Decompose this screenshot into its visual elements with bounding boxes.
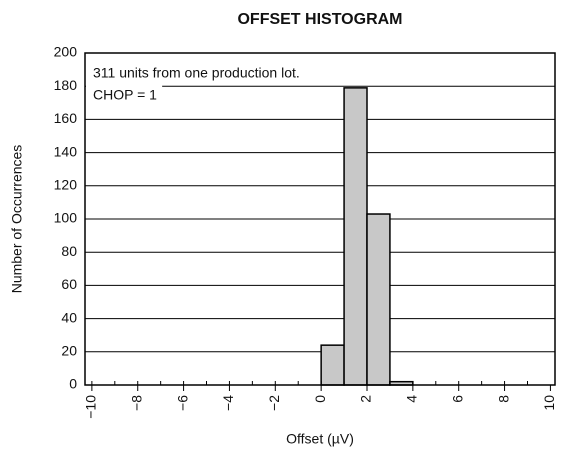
x-tick-label: 8 [495, 395, 511, 403]
annotation: 311 units from one production lot. [93, 65, 300, 81]
y-tick-label: 180 [54, 77, 78, 93]
y-tick-label: 100 [54, 210, 78, 226]
x-tick-label: −8 [128, 395, 144, 411]
y-tick-label: 80 [61, 243, 77, 259]
y-tick-label: 160 [54, 110, 78, 126]
x-tick-label: −4 [220, 395, 236, 411]
x-axis-label: Offset (µV) [286, 431, 354, 447]
y-tick-label: 40 [61, 309, 77, 325]
annotation: CHOP = 1 [93, 87, 157, 103]
x-tick-label: 6 [449, 395, 465, 403]
y-tick-label: 60 [61, 276, 77, 292]
annotation-background [86, 83, 163, 106]
x-tick-label: 2 [358, 395, 374, 403]
annotation-background [86, 61, 305, 84]
bar [366, 213, 391, 386]
y-tick-label: 20 [61, 343, 77, 359]
bar [343, 87, 368, 386]
x-tick-label: 0 [312, 395, 328, 403]
x-tick-label: 4 [404, 395, 420, 403]
chart-title: OFFSET HISTOGRAM [237, 11, 402, 28]
y-axis-label: Number of Occurrences [9, 145, 25, 294]
y-tick-label: 140 [54, 143, 78, 159]
x-tick-label: −6 [174, 395, 190, 411]
y-tick-label: 200 [54, 44, 78, 60]
plot-frame [84, 52, 556, 386]
x-tick-label: −10 [83, 395, 99, 419]
y-tick-label: 120 [54, 177, 78, 193]
y-tick-label: 0 [69, 376, 77, 392]
x-tick-label: 10 [541, 395, 557, 411]
x-tick-label: −2 [266, 395, 282, 411]
bar [320, 344, 345, 386]
